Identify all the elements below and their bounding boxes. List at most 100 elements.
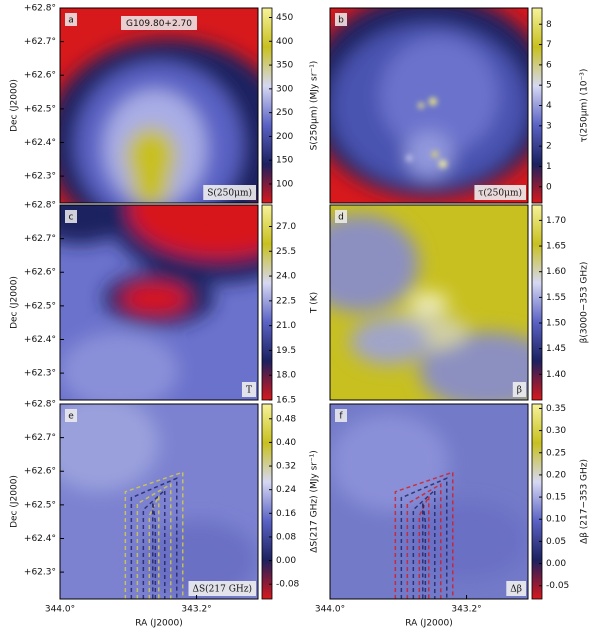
colorbar-tick-label: 3 (546, 121, 552, 131)
y-tick-label: +62.4° (24, 534, 56, 544)
map-feature (60, 205, 130, 244)
colorbar-tick-label: 1 (546, 162, 552, 172)
colorbar-tick-label: 1.55 (546, 293, 566, 303)
panel-letter-box (335, 210, 347, 223)
y-tick-label: +62.8° (24, 201, 56, 211)
colorbar-tick-label: 0.30 (546, 426, 566, 436)
map-stripe (142, 488, 166, 599)
colorbar-tick-label: 0.24 (276, 485, 296, 495)
colorbar-label: T (K) (310, 292, 320, 314)
colorbar-tick-label: 0.35 (546, 404, 566, 414)
colorbar-tick-label: 0.08 (276, 532, 296, 542)
map-stripe (136, 482, 172, 599)
panel-letter-box (65, 409, 77, 422)
x-axis-label: RA (J2000) (135, 619, 183, 629)
y-tick-label: +62.4° (24, 138, 56, 148)
colorbar-tick-label: 0.00 (546, 559, 566, 569)
colorbar-tick-label: 0.05 (546, 537, 566, 547)
panel-letter: e (68, 412, 74, 422)
colorbar (261, 7, 273, 204)
y-axis-label: Dec (J2000) (10, 475, 20, 528)
panel-letter: c (69, 213, 74, 223)
panel-label-box (506, 581, 526, 596)
panel-label: T (246, 386, 252, 396)
title-box (121, 16, 197, 30)
y-tick-label: +62.8° (24, 400, 56, 410)
panel-label-box (188, 581, 256, 596)
map-feature (349, 318, 429, 365)
map-image (60, 404, 258, 599)
y-tick-label: +62.8° (24, 4, 56, 14)
panel-letter-box (335, 409, 347, 422)
y-tick-label: +62.6° (24, 467, 56, 477)
y-tick-label: +62.5° (24, 104, 56, 114)
map-feature (409, 292, 449, 313)
map-feature (121, 283, 189, 315)
colorbar-tick-label: 1.65 (546, 242, 566, 252)
map-features (330, 8, 528, 198)
map-stripe (422, 502, 427, 599)
colorbar-tick-label: 1.50 (546, 319, 566, 329)
map-image (60, 8, 258, 203)
map-frame (329, 7, 529, 204)
colorbar-tick-label: 100 (276, 179, 293, 189)
map-stripe (148, 495, 160, 599)
panel-label-box (512, 382, 526, 397)
map-image (60, 205, 258, 400)
map-feature (60, 404, 159, 492)
colorbar-tick-label: -0.08 (276, 580, 300, 590)
map-stripe (406, 482, 442, 599)
y-tick-label: +62.5° (24, 301, 56, 311)
colorbar-tick-label: 1.45 (546, 344, 566, 354)
map-features (330, 413, 528, 580)
panel-letter: f (339, 412, 343, 422)
colorbar-tick-label: 250 (276, 108, 293, 118)
y-axis-label: Dec (J2000) (10, 79, 20, 132)
map-stripe (412, 488, 436, 599)
colorbar-tick-label: 0.16 (276, 509, 296, 519)
x-tick-label: 344.0° (315, 605, 345, 615)
panel-label: ΔS(217 GHz) (192, 584, 252, 595)
map-stripe (130, 477, 178, 599)
colorbar-label: ΔS(217 GHz) (MJy sr⁻¹) (310, 450, 320, 553)
map-spot (438, 160, 447, 168)
colorbar-tick-label: 18.0 (276, 371, 296, 381)
map-feature (409, 501, 528, 580)
map-stripe (400, 477, 448, 599)
panel-letter-box (335, 13, 347, 26)
panel-letter-box (65, 13, 77, 26)
map-stripe (124, 471, 184, 599)
panel-label-box (203, 185, 256, 200)
map-feature (330, 214, 420, 313)
colorbar-tick-label: 0.00 (276, 556, 296, 566)
colorbar-tick-label: 6 (546, 60, 552, 70)
map-spot (431, 151, 438, 158)
colorbar-tick-label: 350 (276, 61, 293, 71)
colorbar-tick-label: -0.05 (546, 581, 569, 591)
colorbar-label: τ(250μm) (10⁻³) (580, 69, 590, 143)
colorbar-tick-label: 19.5 (276, 346, 296, 356)
panel-label: β (517, 386, 522, 396)
y-tick-label: +62.6° (24, 268, 56, 278)
panel-label-box (474, 185, 526, 200)
map-frame (59, 204, 259, 401)
map-image (330, 404, 528, 599)
map-frame (329, 403, 529, 600)
colorbar-tick-label: 2 (546, 142, 552, 152)
colorbar-label: β(3000−353 GHz) (580, 262, 590, 344)
map-spot (406, 155, 413, 162)
map-stripe (394, 471, 454, 599)
y-tick-label: +62.4° (24, 335, 56, 345)
panel-title: G109.80+2.70 (126, 19, 192, 29)
colorbar-tick-label: 300 (276, 84, 293, 94)
map-frame (329, 204, 529, 401)
panel-letter-box (65, 210, 77, 223)
panel-letter: a (68, 16, 74, 26)
panel-letter: b (338, 16, 344, 26)
y-tick-label: +62.5° (24, 500, 56, 510)
colorbar-tick-label: 4 (546, 101, 552, 111)
y-tick-label: +62.7° (24, 37, 56, 47)
x-tick-label: 343.2° (451, 605, 481, 615)
colorbar-tick-label: 200 (276, 132, 293, 142)
